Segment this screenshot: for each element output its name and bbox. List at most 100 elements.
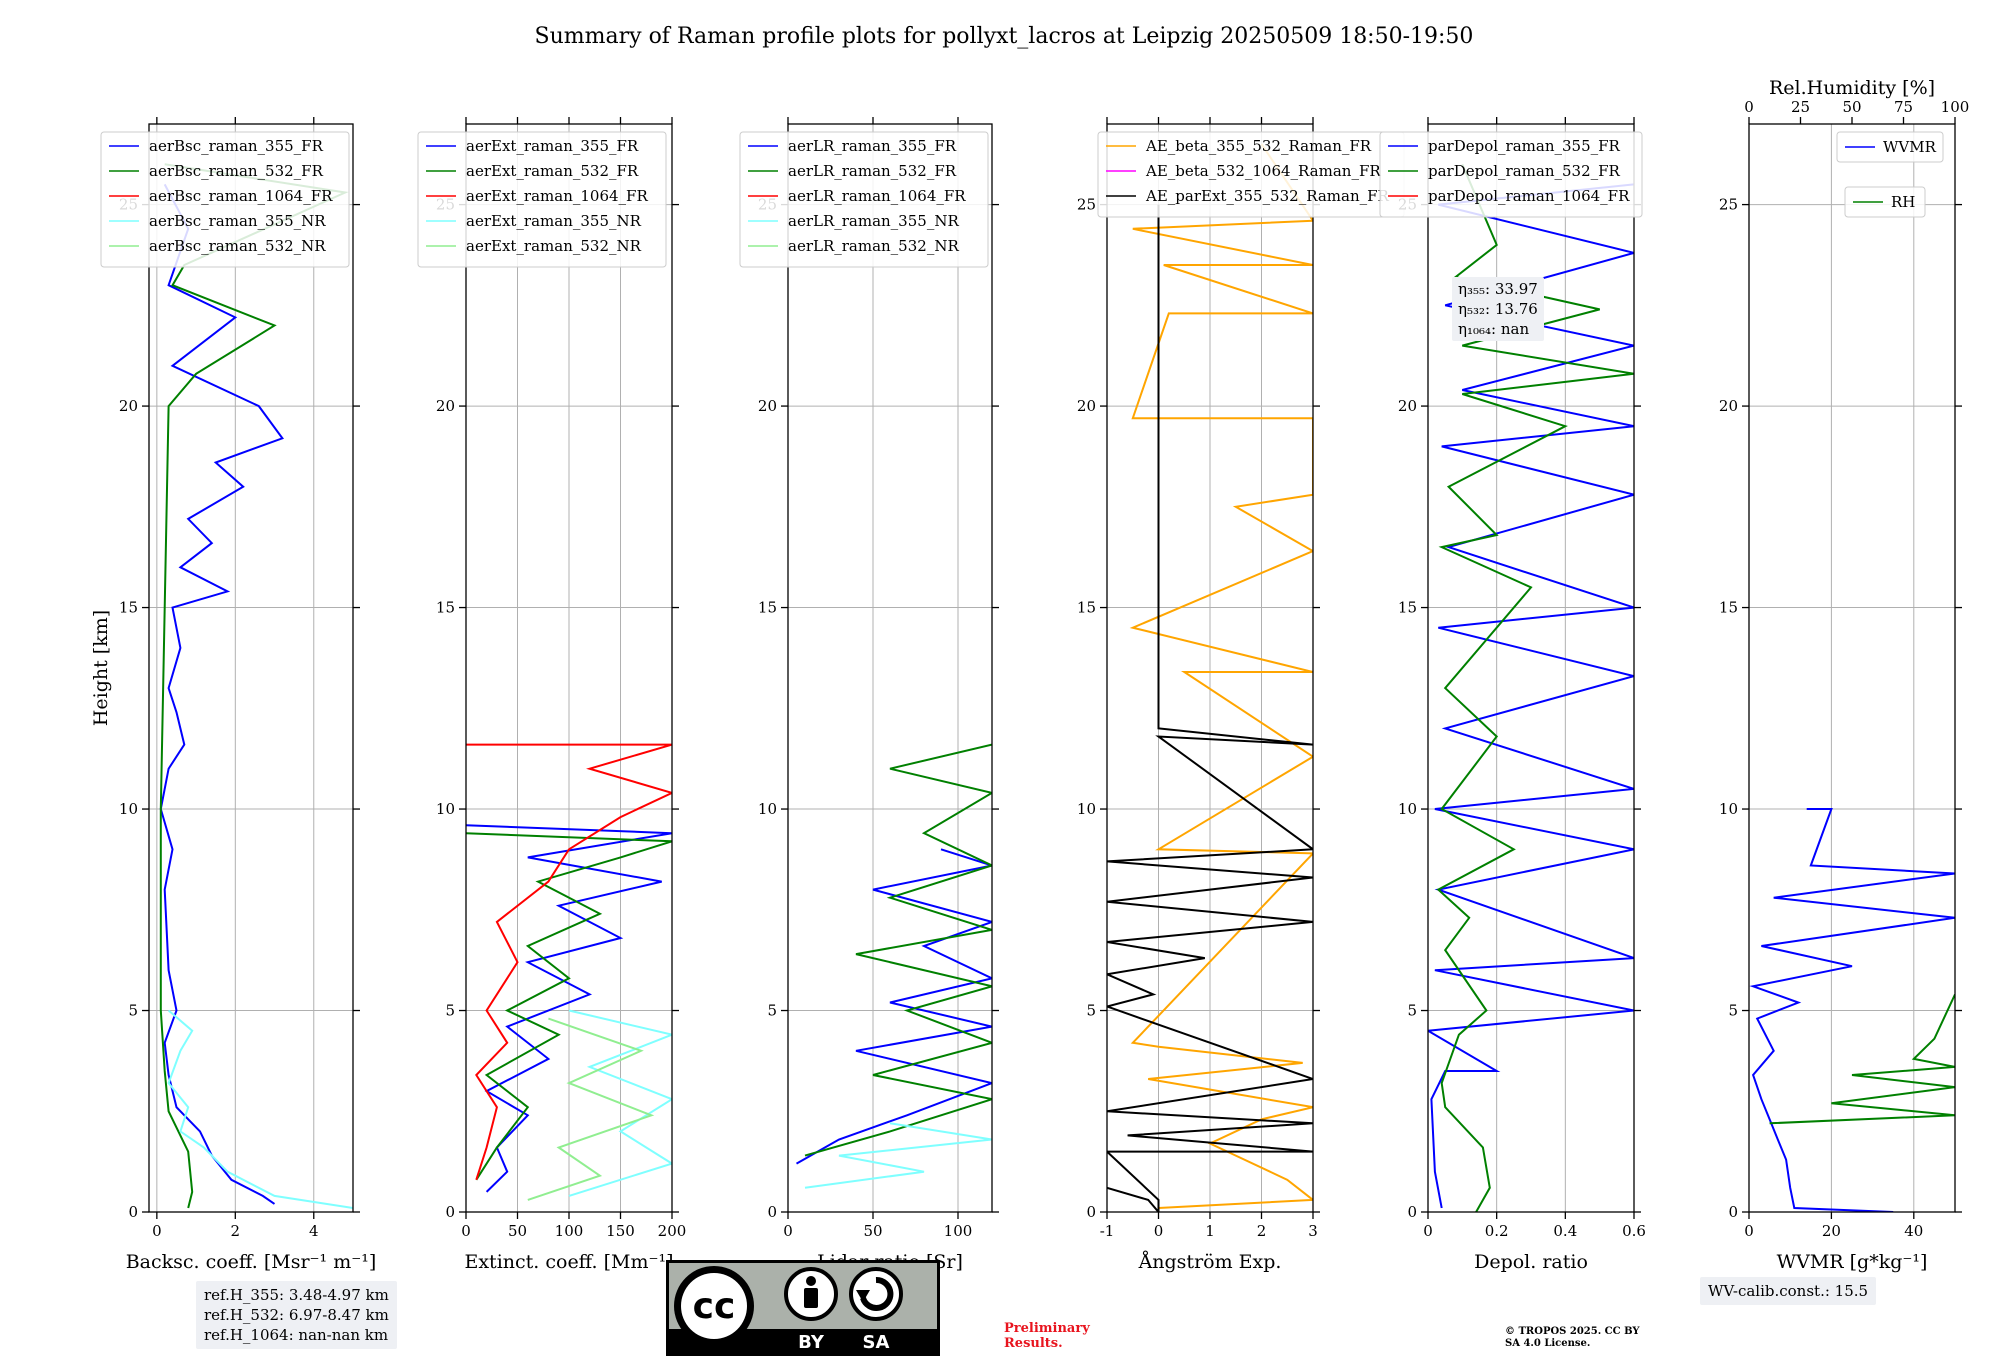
x-tick-label: 1 [1205,1222,1215,1240]
figure-title: Summary of Raman profile plots for polly… [535,24,1474,49]
y-tick-label: 15 [1719,599,1738,617]
series-line-RH [1769,993,1955,1125]
y-tick-label: 15 [1077,599,1096,617]
y-tick-label: 10 [1398,800,1417,818]
series-line-parDepol_raman_532_FR [1436,163,1634,1212]
series-line-aerBsc_raman_355_FR [159,183,284,1205]
series-line-aerExt_raman_532_NR [527,1017,655,1201]
legend-box [739,131,989,268]
y-tick-label: 20 [119,397,138,415]
x-tick-label: 20 [1822,1222,1841,1240]
y-tick-label: 5 [445,1002,455,1020]
x-tick-label: 0 [1154,1222,1164,1240]
series-line-AE_beta_355_532_Raman_FR [1129,143,1313,1209]
x-tick-label: 0 [152,1222,162,1240]
copyright-note: © TROPOS 2025. CC BY SA 4.0 License. [1505,1326,1640,1349]
ref-h-1064-text: ref.H_1064: nan-nan km [204,1326,389,1344]
y-tick-label: 5 [1728,1002,1738,1020]
y-tick-label: 0 [767,1203,777,1221]
x-tick-label: 2 [1257,1222,1267,1240]
y-tick-label: 15 [119,599,138,617]
y-tick-label: 0 [128,1203,138,1221]
series-line-aerLR_raman_355_NR [804,1122,992,1189]
x-tick-label: -1 [1100,1222,1115,1240]
x-tick-label: 4 [309,1222,319,1240]
y-tick-label: 15 [436,599,455,617]
panel-water_vapor: 0 5 10 15 20 25 0 20 40 0 25 50 75 100 Rel.Humidity [%… [1719,77,1969,1273]
y-tick-label: 20 [436,397,455,415]
series-line-WVMR [1749,808,1955,1212]
series-group [1107,143,1313,1212]
y-tick-label: 0 [445,1203,455,1221]
x-tick-label: 100 [555,1222,584,1240]
y-axis-label: Height [km] [90,610,112,726]
legend-label: WVMR [1883,138,1937,156]
legend: aerExt_raman_355_FR aerExt_raman_532_FRae… [417,131,667,268]
y-tick-label: 10 [436,800,455,818]
eta-1064-text: η₁₀₆₄: nan [1458,320,1530,338]
legend: aerBsc_raman_355_FR aerBsc_raman_532_FRae… [100,131,350,268]
legend-label: aerBsc_raman_532_FR [149,162,324,180]
cc-logo-text: cc [693,1286,736,1327]
y-tick-label: 0 [1407,1203,1417,1221]
x-axis-label: Ångström Exp. [1138,1251,1282,1273]
legend: AE_beta_355_532_Raman_FR AE_beta_532_1064… [1097,131,1405,218]
series-line-aerBsc_raman_532_FR [159,163,349,1209]
x-tick-label: 0 [1744,1222,1754,1240]
y-tick-label: 0 [1086,1203,1096,1221]
x-tick-label: 40 [1904,1222,1923,1240]
x-tick-label: 0.2 [1485,1222,1509,1240]
legend-label: aerBsc_raman_355_NR [149,212,326,230]
legend-label: aerBsc_raman_355_FR [149,137,324,155]
y-tick-label: 20 [1077,397,1096,415]
axes-frame [787,123,993,1213]
series-line-aerExt_raman_532_FR [466,832,672,1181]
series-line-aerBsc_raman_355_NR [167,1009,353,1209]
panel-backscatter: 0510152025024Backsc. coeff. [Msr⁻¹ m⁻¹]H… [90,117,376,1273]
x-tick-label: 0.6 [1622,1222,1646,1240]
sa-share-alike-icon [849,1267,903,1321]
reference-height-box: ref.H_355: 3.48-4.97 km ref.H_532: 6.97-… [196,1281,397,1349]
x-tick-label: 0 [1423,1222,1433,1240]
eta-box: η₃₅₅: 33.97 η₅₃₂: 13.76 η₁₀₆₄: nan [1452,277,1544,341]
legend: aerLR_raman_355_FR aerLR_raman_532_FR aerL… [739,131,989,268]
x2-tick-label: 25 [1791,98,1810,116]
legend-label: aerBsc_raman_532_NR [149,237,326,255]
legend: WVMR RH [1836,131,1944,218]
legend-label: aerExt_raman_1064_FR [466,187,648,205]
cc-circle-inner [681,1273,747,1339]
legend-label: RH [1891,193,1915,211]
legend-label: aerLR_raman_355_FR [788,137,957,155]
y-tick-label: 10 [119,800,138,818]
axes-frame [148,123,354,1213]
y-tick-label: 0 [1728,1203,1738,1221]
series-group [466,743,672,1201]
panel-lidar_ratio: 0510152025050100Lidar ratio [Sr]aerLR_ra… [739,117,999,1273]
y-tick-label: 25 [1077,196,1096,214]
x-tick-label: 0.4 [1553,1222,1577,1240]
legend-label: aerBsc_raman_1064_FR [149,187,333,205]
x-tick-label: 3 [1308,1222,1318,1240]
series-group [796,743,992,1189]
legend-label: parDepol_raman_532_FR [1428,162,1621,180]
legend-label: parDepol_raman_1064_FR [1428,187,1630,205]
y-tick-label: 5 [1086,1002,1096,1020]
legend-box [1379,131,1643,218]
series-group [1749,808,1955,1212]
y-tick-label: 10 [1719,800,1738,818]
series-group [1428,163,1634,1212]
y-tick-label: 25 [1719,196,1738,214]
preliminary-results-note: Preliminary Results. [1004,1321,1090,1351]
y-tick-label: 20 [1719,397,1738,415]
legend-label: aerExt_raman_355_FR [466,137,639,155]
x-tick-label: 0 [461,1222,471,1240]
y-tick-label: 5 [1407,1002,1417,1020]
panel-extinction: 0510152025050100150200Extinct. coeff. [M… [417,117,686,1273]
series-line-parDepol_raman_355_FR [1428,183,1634,1209]
legend-label: aerExt_raman_355_NR [466,212,642,230]
wv-calibration-box: WV-calib.const.: 15.5 [1700,1277,1877,1305]
y-tick-label: 20 [758,397,777,415]
cc-license-badge: cc BY SA [666,1260,940,1356]
